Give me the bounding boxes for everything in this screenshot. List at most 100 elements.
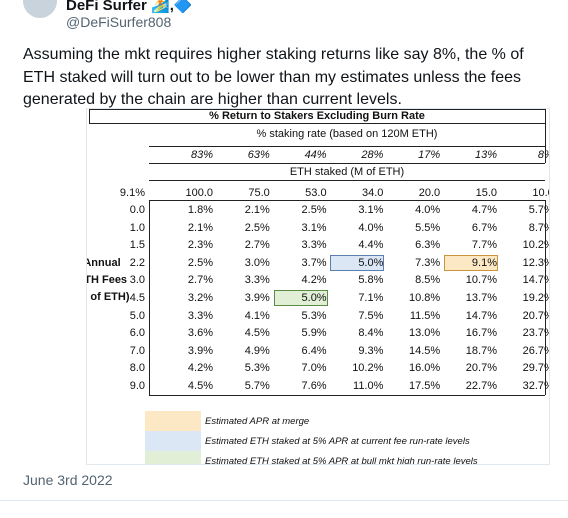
row-label: Annual <box>86 257 121 269</box>
cell: 3.1% <box>358 204 384 216</box>
cell: 6.3% <box>415 239 441 252</box>
row-fees: 1.5 <box>129 239 145 252</box>
cell: 3.0% <box>244 256 270 269</box>
cell: 6.7% <box>471 221 497 234</box>
cell: 4.5% <box>244 327 270 340</box>
cell: 20.7% <box>465 362 497 375</box>
row-fees: 9.0 <box>129 380 145 392</box>
cell: 7.5% <box>358 309 384 322</box>
cell: 4.7% <box>471 204 497 216</box>
eth-staked: 20.0 <box>418 187 441 199</box>
legend-text: Estimated ETH staked at 5% APR at curren… <box>205 436 470 447</box>
cell: 14.7% <box>522 274 549 287</box>
legend-swatch <box>145 411 201 431</box>
cell: 2.5% <box>244 221 270 234</box>
cell: 4.2% <box>301 274 327 287</box>
author-handle[interactable]: @DeFiSurfer808 <box>66 14 172 30</box>
cell: 3.2% <box>187 292 213 304</box>
cell: 4.0% <box>415 204 441 216</box>
staking-rate: 44% <box>304 149 327 161</box>
cell: 7.3% <box>415 256 441 269</box>
cell: 5.3% <box>244 362 270 375</box>
cell: 5.9% <box>301 327 327 340</box>
eth-staked: 10.0 <box>532 187 549 199</box>
staking-rate-label: % staking rate (based on 120M ETH) <box>256 128 438 140</box>
row-fees: 7.0 <box>129 344 145 357</box>
cell: 4.2% <box>187 362 213 375</box>
tweet-date[interactable]: June 3rd 2022 <box>23 472 113 488</box>
cell: 5.5% <box>415 221 441 234</box>
cell: 7.6% <box>301 380 327 392</box>
row-label: (M of ETH) <box>87 291 130 303</box>
cell: 6.4% <box>301 344 327 357</box>
cell: 13.0% <box>408 327 441 340</box>
cell: 4.9% <box>244 344 270 357</box>
row-fees: 2.2 <box>129 256 145 269</box>
cell: 14.7% <box>465 309 497 322</box>
row-fees: 0.0 <box>129 204 145 216</box>
cell: 2.7% <box>244 239 270 252</box>
cell: 8.7% <box>528 221 549 234</box>
cell: 4.0% <box>358 221 384 234</box>
cell: 13.7% <box>465 292 497 304</box>
row-fees: 5.0 <box>129 309 145 322</box>
eth-staked: 53.0 <box>305 187 327 199</box>
staking-rate: 13% <box>474 149 497 161</box>
cell: 2.3% <box>187 239 213 252</box>
eth-staked: 34.0 <box>361 187 384 199</box>
legend-text: Estimated ETH staked at 5% APR at bull m… <box>205 456 478 465</box>
table-title: % Return to Stakers Excluding Burn Rate <box>209 110 425 122</box>
cell: 18.7% <box>465 344 497 357</box>
cell: 5.0% <box>273 290 328 306</box>
cell: 3.7% <box>301 256 327 269</box>
avatar[interactable] <box>23 0 57 18</box>
cell: 2.5% <box>187 256 213 269</box>
cell: 2.1% <box>244 204 270 216</box>
cell: 3.6% <box>187 327 213 340</box>
cell: 4.4% <box>358 239 384 252</box>
cell: 4.1% <box>244 309 270 322</box>
cell: 2.7% <box>187 274 213 287</box>
cell: 20.7% <box>522 309 549 322</box>
staking-rate: 17% <box>418 149 441 161</box>
staking-rate: 83% <box>190 149 213 161</box>
eth-staked: 100.0 <box>185 187 213 199</box>
eth-staked: 75.0 <box>248 187 270 199</box>
cell: 29.7% <box>522 362 549 375</box>
cell: 8.5% <box>415 274 441 287</box>
cell: 10.8% <box>408 292 441 304</box>
staking-rate: 8% <box>537 149 549 161</box>
cell: 5.0% <box>330 254 385 271</box>
cell: 10.2% <box>352 362 384 375</box>
cell: 4.5% <box>187 380 213 392</box>
table-image[interactable]: % Return to Stakers Excluding Burn Rate … <box>86 108 550 465</box>
cell: 5.3% <box>301 309 327 322</box>
cell: 3.9% <box>244 292 270 304</box>
staking-rate: 28% <box>361 149 384 161</box>
tweet-text: Assuming the mkt requires higher staking… <box>23 46 524 108</box>
cell: 17.5% <box>408 380 441 392</box>
author-name[interactable]: DeFi Surfer 🏄,🔷 <box>66 0 193 14</box>
cell: 8.4% <box>358 327 384 340</box>
cell: 2.1% <box>187 221 213 234</box>
cell: 3.3% <box>187 309 213 322</box>
cell: 23.7% <box>522 327 549 340</box>
cell: 9.3% <box>358 344 384 357</box>
row-fees: 8.0 <box>129 362 145 375</box>
cell: 3.9% <box>187 344 213 357</box>
cell: 10.2% <box>522 239 549 252</box>
cell: 7.0% <box>301 362 327 375</box>
row-label: ETH Fees <box>87 274 128 286</box>
cell: 22.7% <box>465 380 497 392</box>
staking-rate: 63% <box>247 149 270 161</box>
cell: 14.5% <box>408 344 441 357</box>
row-fees: 3.0 <box>129 274 145 287</box>
cell: 12.3% <box>522 256 549 269</box>
cell: 11.5% <box>409 309 441 322</box>
cell: 5.7% <box>244 380 270 392</box>
eth-staked-label: ETH staked (M of ETH) <box>289 166 405 178</box>
cell: 16.0% <box>408 362 441 375</box>
cell: 1.8% <box>187 204 213 216</box>
burn-rate: 9.1% <box>119 187 145 199</box>
